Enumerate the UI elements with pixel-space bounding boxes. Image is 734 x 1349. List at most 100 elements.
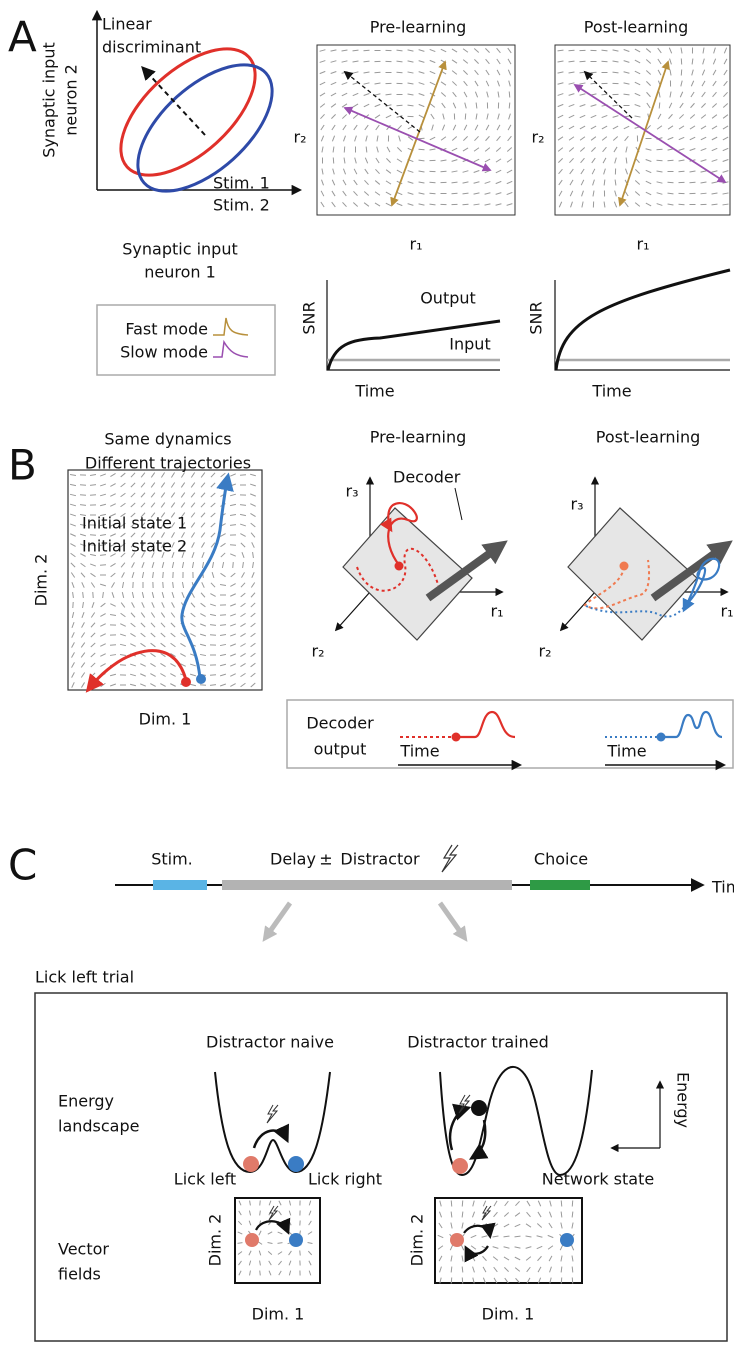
- flow-dash: [181, 493, 185, 498]
- flow-dash: [132, 562, 135, 567]
- flow-dash: [571, 1245, 573, 1251]
- flow-dash: [569, 61, 575, 62]
- flow-dash: [221, 553, 225, 557]
- flow-dash: [81, 632, 84, 637]
- flow-dash: [375, 181, 380, 185]
- flow-dash: [399, 136, 401, 142]
- delay-epoch: [222, 880, 512, 890]
- flow-dash: [100, 494, 106, 496]
- flow-dash: [191, 532, 194, 537]
- field-box: [317, 45, 515, 215]
- flow-dash: [230, 664, 235, 666]
- flow-dash: [485, 182, 491, 184]
- flow-dash: [419, 149, 425, 150]
- flow-dash: [441, 137, 446, 141]
- flow-dash: [504, 1257, 509, 1260]
- flow-dash: [200, 634, 206, 636]
- flow-dash: [474, 204, 480, 205]
- flow-dash: [439, 1212, 441, 1218]
- flow-dash: [669, 114, 673, 119]
- flow-dash: [569, 158, 573, 162]
- flow-dash: [91, 673, 95, 677]
- flow-dash: [100, 584, 106, 586]
- flow-dash: [160, 684, 165, 687]
- flow-dash: [580, 137, 585, 141]
- label: Energy: [674, 1072, 693, 1128]
- flow-dash: [430, 104, 435, 108]
- label: Vector: [58, 1240, 109, 1259]
- label: Time: [711, 878, 734, 897]
- flow-dash: [355, 136, 357, 142]
- flow-dash: [192, 552, 194, 558]
- flow-dash: [526, 1257, 531, 1261]
- flow-dash: [646, 203, 651, 206]
- flow-dash: [241, 683, 246, 686]
- choice-epoch: [530, 880, 590, 890]
- flow-dash: [211, 503, 216, 507]
- flow-dash: [508, 70, 510, 76]
- flow-dash: [474, 59, 478, 63]
- transition-arrow: [254, 1131, 287, 1148]
- flow-dash: [309, 1201, 310, 1206]
- flow-dash: [646, 170, 652, 172]
- flow-dash: [121, 563, 125, 568]
- flow-dash: [464, 92, 467, 97]
- flow-dash: [333, 169, 335, 175]
- flow-dash: [474, 49, 479, 53]
- flow-dash: [238, 1232, 243, 1234]
- flow-dash: [681, 81, 682, 87]
- flow-dash: [132, 592, 133, 598]
- flow-dash: [375, 72, 381, 73]
- legend-box: [97, 305, 275, 375]
- flow-dash: [201, 523, 205, 528]
- flow-dash: [397, 203, 403, 205]
- flow-dash: [703, 48, 704, 54]
- flow-dash: [355, 158, 357, 164]
- flow-dash: [507, 159, 512, 162]
- flow-dash: [112, 592, 114, 598]
- flow-dash: [712, 115, 717, 119]
- flow-dash: [537, 1236, 543, 1237]
- flow-dash: [558, 115, 563, 118]
- flow-dash: [701, 193, 707, 194]
- flow-dash: [182, 582, 183, 588]
- flow-dash: [464, 81, 468, 86]
- flow-dash: [397, 125, 401, 129]
- lightning-icon: [267, 1105, 278, 1123]
- flow-dash: [72, 652, 75, 657]
- flow-dash: [353, 50, 359, 51]
- flow-dash: [251, 673, 256, 677]
- flow-dash: [240, 613, 245, 616]
- flow-dash: [582, 202, 583, 208]
- flow-dash: [72, 682, 75, 687]
- flow-dash: [701, 182, 707, 183]
- flow-dash: [613, 50, 619, 51]
- flow-dash: [70, 504, 76, 506]
- flow-dash: [561, 1201, 562, 1207]
- trial-box: [35, 993, 727, 1341]
- flow-dash: [453, 125, 456, 130]
- flow-dash: [72, 622, 74, 628]
- flow-dash: [669, 48, 671, 54]
- flow-dash: [668, 126, 673, 129]
- flow-dash: [561, 1256, 562, 1262]
- flow-dash: [268, 1243, 273, 1244]
- flow-dash: [615, 191, 617, 197]
- flow-dash: [120, 644, 126, 645]
- flow-dash: [483, 1201, 485, 1207]
- vector-field: [320, 48, 513, 207]
- flow-dash: [712, 182, 718, 183]
- flow-dash: [101, 683, 106, 687]
- flow-dash: [221, 573, 226, 576]
- flow-dash: [211, 473, 215, 477]
- flow-dash: [190, 623, 195, 626]
- flow-dash: [172, 602, 175, 607]
- flow-dash: [200, 644, 206, 645]
- flow-dash: [463, 49, 468, 53]
- flow-dash: [658, 114, 661, 119]
- flow-dash: [230, 554, 236, 556]
- flow-dash: [308, 1232, 312, 1235]
- flow-dash: [613, 72, 619, 73]
- flow-dash: [151, 633, 155, 637]
- flow-dash: [474, 193, 480, 194]
